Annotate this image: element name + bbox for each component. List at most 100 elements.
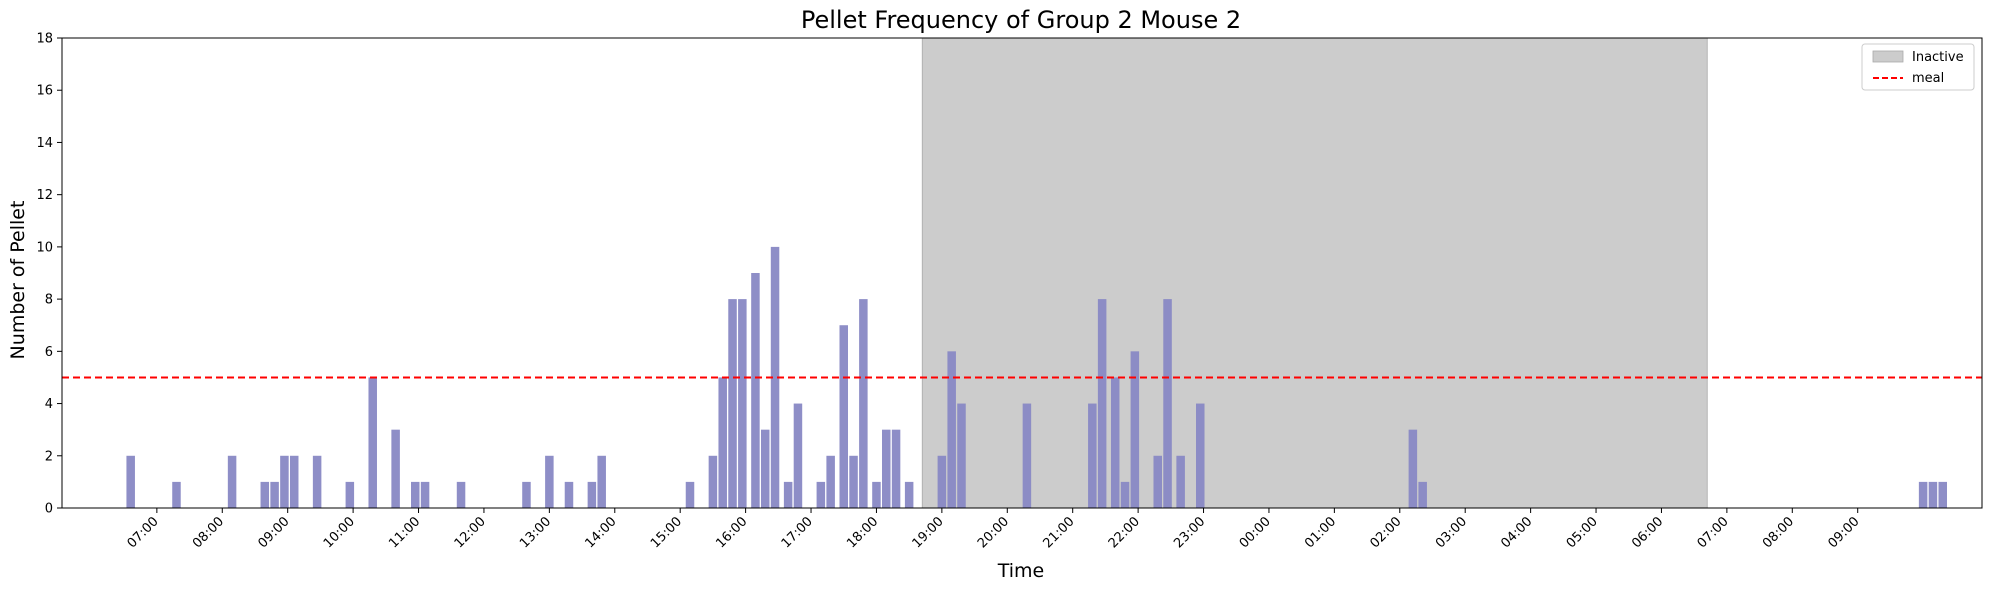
y-tick-label: 16	[36, 84, 53, 99]
pellet-bar	[947, 351, 956, 508]
pellet-bar	[760, 429, 770, 508]
x-tick-label: 09:00	[1825, 514, 1862, 551]
pellet-bar	[1130, 351, 1140, 508]
pellet-bar	[411, 481, 420, 508]
y-tick-label: 4	[45, 397, 53, 412]
pellet-bar	[1022, 403, 1032, 508]
x-tick-label: 07:00	[125, 514, 162, 551]
legend: Inactive meal	[1861, 43, 1975, 91]
pellet-bar	[1196, 403, 1205, 508]
y-ticks-layer: 0 2 4 6 8 10 12 14 16 18	[36, 32, 62, 517]
pellet-bar	[391, 429, 400, 508]
y-tick-label: 8	[45, 293, 53, 308]
x-tick-label: 01:00	[1302, 514, 1339, 551]
pellet-bar	[751, 273, 760, 508]
x-tick-label: 03:00	[1433, 514, 1470, 551]
pellet-bar	[718, 377, 727, 508]
legend-inactive-swatch	[1872, 50, 1904, 63]
pellet-bar	[816, 481, 826, 508]
pellet-bar	[587, 481, 597, 508]
y-axis-title: Number of Pellet	[7, 201, 29, 360]
pellet-bar	[1408, 429, 1418, 508]
x-tick-label: 09:00	[255, 514, 292, 551]
pellet-bar	[289, 455, 299, 508]
pellet-bar	[1176, 455, 1185, 508]
pellet-bar	[859, 299, 868, 508]
x-tick-label: 22:00	[1106, 514, 1143, 551]
y-tick-label: 18	[36, 32, 53, 47]
x-tick-label: 16:00	[713, 514, 750, 551]
pellet-bar	[280, 455, 289, 508]
pellet-bar	[849, 455, 858, 508]
pellet-bar	[227, 455, 237, 508]
x-tick-label: 12:00	[452, 514, 489, 551]
pellet-bar	[368, 377, 377, 508]
x-tick-label: 02:00	[1368, 514, 1405, 551]
y-tick-label: 2	[45, 449, 53, 464]
pellet-bar	[260, 481, 270, 508]
pellet-bar	[345, 481, 355, 508]
x-ticks-layer: 07:00 08:00 09:00 10:00 11:00 12:00 13:00 14:00…	[125, 508, 1863, 551]
x-tick-label: 06:00	[1629, 514, 1666, 551]
pellet-bar	[456, 481, 466, 508]
x-tick-label: 08:00	[190, 514, 227, 551]
inactive-span-layer	[921, 37, 1708, 509]
pellet-bar	[882, 429, 891, 508]
pellet-bar	[937, 455, 947, 508]
pellet-bar	[738, 299, 747, 508]
pellet-bar	[312, 455, 322, 508]
pellet-bar	[270, 481, 279, 508]
y-tick-label: 6	[45, 345, 53, 360]
pellet-bar	[597, 455, 606, 508]
pellet-bar	[1163, 299, 1172, 508]
x-tick-label: 08:00	[1760, 514, 1797, 551]
x-tick-label: 04:00	[1498, 514, 1535, 551]
y-tick-label: 14	[36, 136, 53, 151]
pellet-bar	[1097, 299, 1107, 508]
pellet-bar	[522, 481, 531, 508]
pellet-bar	[839, 325, 848, 508]
x-tick-label: 00:00	[1237, 514, 1274, 551]
pellet-bar	[420, 481, 430, 508]
pellet-bar	[545, 455, 554, 508]
pellet-bar	[1938, 481, 1948, 508]
pellet-bar	[685, 481, 695, 508]
x-tick-label: 14:00	[583, 514, 620, 551]
inactive-span	[921, 37, 1708, 509]
pellet-bar	[793, 403, 803, 508]
pellet-bar	[872, 481, 881, 508]
pellet-bar	[770, 246, 780, 508]
x-tick-label: 19:00	[910, 514, 947, 551]
pellet-bar	[172, 481, 181, 508]
pellet-bar	[1418, 481, 1427, 508]
pellet-bar	[708, 455, 718, 508]
pellet-bar	[126, 455, 135, 508]
axes-layer	[61, 37, 1983, 509]
x-tick-label: 11:00	[386, 514, 423, 551]
legend-meal-label: meal	[1912, 71, 1944, 86]
pellet-bar	[564, 481, 574, 508]
pellet-bar	[783, 481, 793, 508]
x-tick-label: 15:00	[648, 514, 685, 551]
x-tick-label: 10:00	[321, 514, 358, 551]
pellet-bar	[1110, 377, 1120, 508]
chart-title: Pellet Frequency of Group 2 Mouse 2	[801, 6, 1241, 34]
pellet-bar	[728, 299, 737, 508]
x-axis-title: Time	[997, 560, 1045, 582]
pellet-bar	[826, 455, 835, 508]
pellet-bar	[1088, 403, 1097, 508]
x-tick-label: 05:00	[1564, 514, 1601, 551]
pellet-bar	[1153, 455, 1162, 508]
pellet-bar	[1928, 481, 1938, 508]
bars-layer	[126, 246, 1948, 508]
y-tick-label: 0	[45, 502, 53, 517]
x-tick-label: 13:00	[517, 514, 554, 551]
pellet-bar	[1120, 481, 1130, 508]
pellet-bar	[957, 403, 966, 508]
y-tick-label: 12	[36, 188, 53, 203]
x-tick-label: 21:00	[1040, 514, 1077, 551]
y-tick-label: 10	[36, 240, 53, 255]
plot-frame	[61, 37, 1983, 509]
pellet-bar	[904, 481, 914, 508]
